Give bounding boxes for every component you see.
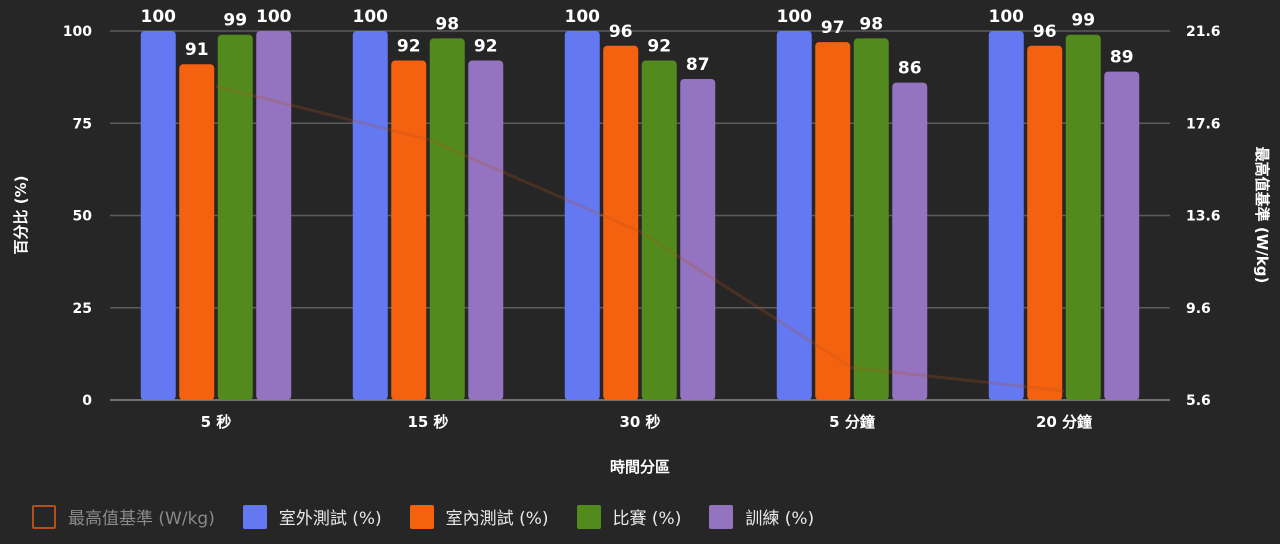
bar xyxy=(1104,71,1140,400)
data-label: 100 xyxy=(353,7,389,27)
legend-label: 室外測試 (%) xyxy=(278,509,382,529)
bar xyxy=(256,31,292,400)
bar xyxy=(140,31,176,400)
data-label: 92 xyxy=(397,37,421,57)
data-label: 96 xyxy=(609,22,633,42)
y2-tick-label: 17.6 xyxy=(1186,116,1221,132)
data-label: 100 xyxy=(777,7,813,27)
x-tick-label: 5 分鐘 xyxy=(829,413,875,431)
data-label: 86 xyxy=(898,59,922,79)
x-tick-label: 20 分鐘 xyxy=(1036,413,1092,431)
y-tick-label: 0 xyxy=(82,393,92,409)
legend-label: 室內測試 (%) xyxy=(445,509,549,529)
legend-label: 訓練 (%) xyxy=(745,509,815,529)
bar xyxy=(391,60,427,401)
bar xyxy=(815,42,851,400)
legend-item[interactable]: 室內測試 (%) xyxy=(409,504,549,529)
x-tick-label: 15 秒 xyxy=(407,413,448,431)
bar xyxy=(179,64,215,401)
y2-tick-label: 21.6 xyxy=(1186,24,1221,40)
data-label: 91 xyxy=(185,40,209,60)
legend-item[interactable]: 最高值基準 (W/kg) xyxy=(32,504,215,529)
x-axis-title: 時間分區 xyxy=(610,458,670,476)
y-tick-label: 100 xyxy=(63,24,92,40)
data-label: 98 xyxy=(435,14,459,34)
bar xyxy=(429,38,465,400)
legend-swatch xyxy=(32,504,56,529)
bar xyxy=(468,60,504,401)
data-label: 100 xyxy=(565,7,601,27)
bar xyxy=(603,45,639,400)
bar xyxy=(680,78,716,400)
y2-tick-label: 13.6 xyxy=(1186,209,1221,225)
bar xyxy=(1065,34,1101,400)
legend-swatch xyxy=(242,504,267,529)
data-label: 92 xyxy=(647,37,671,57)
bar xyxy=(1027,45,1063,400)
y-tick-label: 50 xyxy=(73,209,93,225)
x-tick-label: 30 秒 xyxy=(619,413,660,431)
bar xyxy=(853,38,889,400)
chart: 0 25 50 75 100 5.6 9.6 13.6 17.6 21.6 百分比 (%) 最高值基準… xyxy=(12,7,1271,476)
data-label: 99 xyxy=(1071,11,1095,31)
legend: 最高值基準 (W/kg) 室外測試 (%) 室內測試 (%) 比賽 (%) 訓練 (%) xyxy=(32,504,842,529)
y-axis-title: 百分比 (%) xyxy=(12,176,30,255)
y-tick-label: 75 xyxy=(73,116,92,132)
data-label: 99 xyxy=(223,11,247,31)
data-label: 92 xyxy=(474,37,498,57)
data-label: 98 xyxy=(859,14,883,34)
y2-tick-label: 9.6 xyxy=(1186,301,1211,317)
bar xyxy=(892,82,928,400)
legend-label: 比賽 (%) xyxy=(612,509,682,529)
bar xyxy=(641,60,677,401)
legend-swatch xyxy=(576,504,601,529)
bar xyxy=(352,31,388,400)
bar xyxy=(776,31,812,400)
bar xyxy=(988,31,1024,400)
x-tick-label: 5 秒 xyxy=(201,413,232,431)
legend-label: 最高值基準 (W/kg) xyxy=(68,509,215,529)
data-label: 97 xyxy=(821,18,845,38)
y-tick-label: 25 xyxy=(73,301,92,317)
legend-swatch xyxy=(409,504,434,529)
data-label: 89 xyxy=(1110,48,1134,68)
bar xyxy=(217,34,253,400)
legend-item[interactable]: 訓練 (%) xyxy=(709,504,814,529)
data-label: 100 xyxy=(989,7,1025,27)
legend-swatch xyxy=(709,504,734,529)
data-label: 100 xyxy=(141,7,177,27)
data-label: 100 xyxy=(256,7,292,27)
data-label: 87 xyxy=(686,55,710,75)
legend-item[interactable]: 比賽 (%) xyxy=(576,504,682,529)
y2-axis-title: 最高值基準 (W/kg) xyxy=(1253,147,1271,284)
y2-tick-label: 5.6 xyxy=(1186,393,1211,409)
data-label: 96 xyxy=(1033,22,1057,42)
legend-item[interactable]: 室外測試 (%) xyxy=(242,504,382,529)
bar xyxy=(564,31,600,400)
line-series xyxy=(215,84,1065,393)
